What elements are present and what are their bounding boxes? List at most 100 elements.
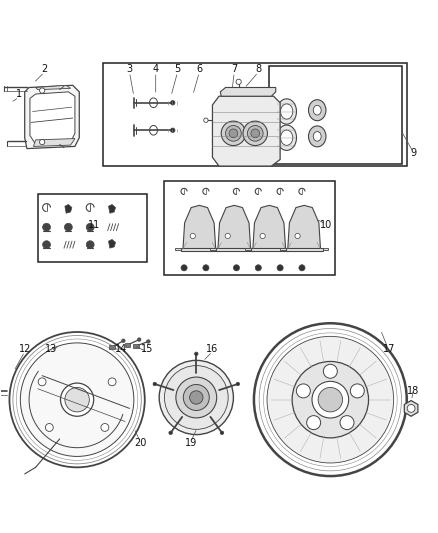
Text: 1: 1	[16, 89, 22, 99]
Circle shape	[233, 265, 240, 271]
Circle shape	[60, 383, 94, 416]
Bar	[110, 345, 115, 350]
Polygon shape	[212, 96, 280, 166]
Circle shape	[190, 233, 195, 239]
Circle shape	[236, 382, 240, 386]
Ellipse shape	[313, 106, 321, 115]
Circle shape	[247, 125, 263, 141]
Bar	[269, 66, 403, 164]
Circle shape	[299, 265, 305, 271]
Circle shape	[86, 241, 94, 248]
Text: 15: 15	[141, 344, 153, 354]
Circle shape	[243, 121, 268, 146]
Circle shape	[241, 87, 245, 92]
Ellipse shape	[313, 132, 321, 141]
Polygon shape	[218, 205, 251, 249]
Ellipse shape	[277, 125, 297, 150]
Circle shape	[42, 241, 50, 248]
Circle shape	[312, 381, 349, 418]
Circle shape	[318, 387, 343, 412]
Text: 6: 6	[196, 64, 202, 74]
Circle shape	[295, 233, 300, 239]
Circle shape	[39, 140, 45, 144]
Text: 7: 7	[231, 64, 237, 74]
Circle shape	[164, 366, 228, 430]
Polygon shape	[65, 205, 72, 213]
Circle shape	[220, 431, 224, 434]
Circle shape	[267, 336, 394, 463]
Circle shape	[226, 125, 241, 141]
Circle shape	[147, 340, 150, 343]
Circle shape	[46, 424, 53, 431]
Polygon shape	[253, 248, 258, 251]
Circle shape	[170, 128, 175, 133]
Circle shape	[194, 352, 198, 356]
Polygon shape	[109, 239, 116, 248]
Polygon shape	[280, 248, 286, 251]
Circle shape	[86, 223, 94, 231]
Text: 20: 20	[134, 438, 147, 448]
Circle shape	[108, 378, 116, 386]
Circle shape	[184, 384, 209, 410]
Circle shape	[65, 387, 89, 412]
Polygon shape	[218, 248, 223, 251]
Polygon shape	[33, 139, 75, 147]
Circle shape	[101, 424, 109, 431]
Polygon shape	[253, 205, 286, 249]
Polygon shape	[181, 248, 218, 251]
Circle shape	[169, 431, 173, 434]
Text: 14: 14	[115, 344, 127, 354]
Circle shape	[229, 91, 235, 97]
Circle shape	[236, 79, 241, 84]
Text: 18: 18	[407, 386, 420, 396]
Circle shape	[64, 223, 72, 231]
Text: 11: 11	[88, 220, 101, 230]
Circle shape	[122, 339, 125, 343]
Text: 12: 12	[18, 344, 31, 354]
Bar	[103, 63, 407, 166]
Circle shape	[153, 382, 156, 386]
Text: 8: 8	[255, 64, 261, 74]
Polygon shape	[251, 248, 288, 251]
Circle shape	[170, 101, 175, 105]
Circle shape	[190, 391, 203, 404]
Ellipse shape	[281, 104, 293, 119]
Text: 17: 17	[383, 344, 396, 354]
Polygon shape	[35, 85, 71, 90]
Circle shape	[260, 233, 265, 239]
Circle shape	[292, 361, 368, 438]
Text: 16: 16	[206, 344, 219, 354]
Text: 9: 9	[410, 148, 417, 158]
Circle shape	[38, 378, 46, 386]
Circle shape	[176, 377, 217, 418]
Polygon shape	[25, 85, 79, 149]
Circle shape	[159, 360, 233, 434]
Circle shape	[255, 265, 261, 271]
Bar	[134, 344, 139, 348]
Polygon shape	[30, 92, 75, 144]
Circle shape	[323, 364, 337, 378]
Circle shape	[407, 405, 415, 413]
Ellipse shape	[308, 126, 326, 147]
Polygon shape	[216, 248, 253, 251]
Polygon shape	[404, 400, 418, 416]
Circle shape	[251, 129, 260, 138]
Circle shape	[181, 265, 187, 271]
Polygon shape	[323, 248, 328, 251]
Circle shape	[307, 416, 321, 430]
Text: 19: 19	[184, 438, 197, 448]
Text: 2: 2	[41, 64, 47, 74]
Circle shape	[297, 384, 311, 398]
Circle shape	[204, 118, 208, 123]
Text: 3: 3	[127, 64, 133, 74]
Circle shape	[350, 384, 364, 398]
Polygon shape	[288, 205, 321, 249]
Circle shape	[203, 265, 209, 271]
Polygon shape	[288, 248, 293, 251]
Ellipse shape	[277, 99, 297, 124]
Circle shape	[229, 129, 238, 138]
Bar	[38, 195, 147, 262]
Circle shape	[20, 343, 134, 456]
Circle shape	[138, 338, 141, 341]
Text: 13: 13	[45, 344, 57, 354]
